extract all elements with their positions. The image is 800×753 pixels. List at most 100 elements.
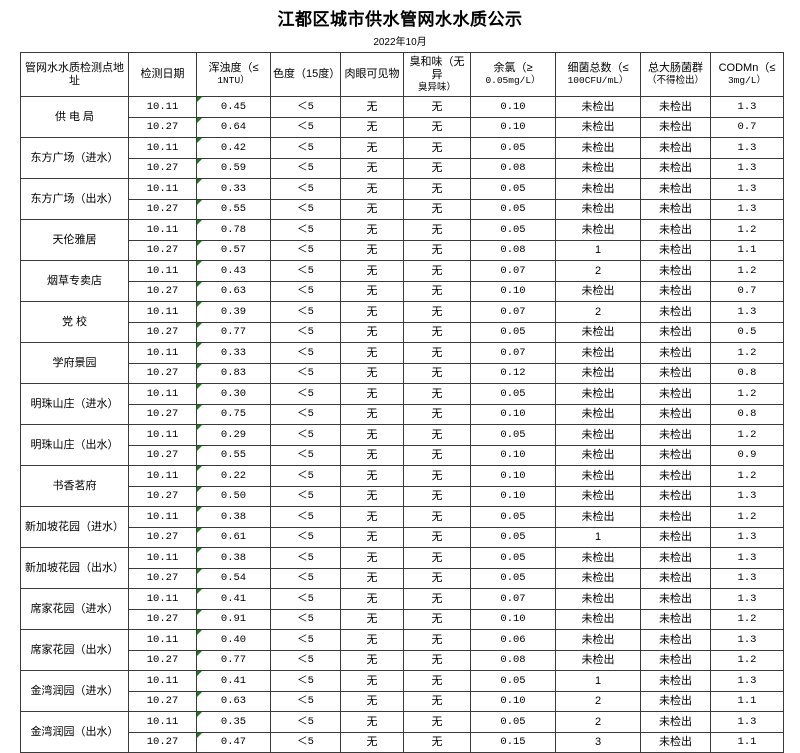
cell-coliform: 未检出: [640, 547, 711, 569]
cell-codmn: 1.3: [710, 178, 784, 200]
sampling-site-name: 烟草专卖店: [20, 260, 129, 302]
cell-coliform: 未检出: [640, 485, 711, 507]
table-row: 东方广场（进水） 10.11 0.42 ＜5 无无 0.05 未检出 未检出 1.3: [20, 137, 784, 179]
cell-coliform: 未检出: [640, 383, 711, 405]
cell-visible: 无: [340, 485, 404, 507]
cell-date: 10.11: [128, 424, 197, 446]
cell-bacteria: 未检出: [555, 649, 641, 671]
table-row: 学府景园 10.11 0.33 ＜5 无无 0.07 未检出 未检出 1.2: [20, 342, 784, 384]
cell-date: 10.11: [128, 301, 197, 323]
table-row: 10.27 0.47 ＜5 无无 0.15 3 未检出 1.1: [21, 731, 784, 753]
cell-chlorine: 0.12: [470, 362, 556, 384]
cell-chlorine: 0.07: [470, 588, 556, 610]
cell-codmn: 1.1: [710, 690, 784, 712]
cell-date: 10.27: [128, 116, 197, 138]
cell-date: 10.11: [128, 670, 197, 692]
cell-codmn: 1.2: [710, 608, 784, 630]
cell-visible: 无: [340, 321, 404, 343]
cell-codmn: 0.8: [710, 403, 784, 425]
cell-bacteria: 未检出: [555, 424, 641, 446]
cell-codmn: 0.7: [710, 280, 784, 302]
cell-odor: 无: [403, 608, 471, 630]
cell-turbidity: 0.38: [196, 547, 271, 569]
cell-coliform: 未检出: [640, 198, 711, 220]
cell-bacteria: 未检出: [555, 485, 641, 507]
cell-codmn: 1.2: [710, 383, 784, 405]
cell-odor: 无: [403, 690, 471, 712]
column-header-main: 管网水水质检测点地址: [25, 61, 124, 87]
cell-chlorine: 0.15: [470, 731, 556, 753]
cell-visible: 无: [340, 649, 404, 671]
cell-chroma: ＜5: [270, 690, 341, 712]
cell-bacteria: 未检出: [555, 116, 641, 138]
cell-turbidity: 0.30: [196, 383, 271, 405]
cell-bacteria: 3: [555, 731, 641, 753]
cell-turbidity: 0.78: [196, 219, 271, 241]
sampling-site-name: 天伦雅居: [20, 219, 129, 261]
cell-codmn: 0.5: [710, 321, 784, 343]
cell-visible: 无: [340, 403, 404, 425]
cell-bacteria: 未检出: [555, 608, 641, 630]
sampling-site-name: 书香茗府: [20, 465, 129, 507]
cell-date: 10.27: [128, 362, 197, 384]
cell-bacteria: 1: [555, 670, 641, 692]
cell-chroma: ＜5: [270, 649, 341, 671]
cell-bacteria: 2: [555, 260, 641, 282]
cell-turbidity: 0.63: [196, 690, 271, 712]
column-header-sub: 0.05mg/L）: [485, 75, 541, 86]
cell-chlorine: 0.10: [470, 444, 556, 466]
cell-odor: 无: [403, 567, 471, 589]
cell-visible: 无: [340, 239, 404, 261]
cell-bacteria: 未检出: [555, 137, 641, 159]
cell-chroma: ＜5: [270, 444, 341, 466]
cell-coliform: 未检出: [640, 403, 711, 425]
cell-codmn: 1.2: [710, 342, 784, 364]
cell-visible: 无: [340, 690, 404, 712]
column-header-chroma: 色度（15度）: [270, 52, 341, 97]
cell-chlorine: 0.05: [470, 526, 556, 548]
cell-odor: 无: [403, 588, 471, 610]
cell-turbidity: 0.29: [196, 424, 271, 446]
cell-turbidity: 0.41: [196, 588, 271, 610]
table-row: 明珠山庄（出水） 10.11 0.29 ＜5 无无 0.05 未检出 未检出 1.2: [20, 424, 784, 466]
cell-coliform: 未检出: [640, 239, 711, 261]
cell-visible: 无: [340, 198, 404, 220]
cell-bacteria: 未检出: [555, 588, 641, 610]
cell-turbidity: 0.77: [196, 649, 271, 671]
cell-chroma: ＜5: [270, 301, 341, 323]
cell-chroma: ＜5: [270, 465, 341, 487]
cell-date: 10.27: [128, 608, 197, 630]
cell-date: 10.27: [128, 690, 197, 712]
cell-chlorine: 0.06: [470, 629, 556, 651]
cell-chlorine: 0.10: [470, 608, 556, 630]
cell-turbidity: 0.55: [196, 198, 271, 220]
cell-visible: 无: [340, 547, 404, 569]
cell-date: 10.27: [128, 239, 197, 261]
cell-visible: 无: [340, 137, 404, 159]
table-row: 东方广场（出水） 10.11 0.33 ＜5 无无 0.05 未检出 未检出 1.3: [20, 178, 784, 220]
cell-visible: 无: [340, 260, 404, 282]
cell-date: 10.11: [128, 547, 197, 569]
cell-turbidity: 0.63: [196, 280, 271, 302]
cell-chroma: ＜5: [270, 567, 341, 589]
table-row: 金湾润园（进水） 10.11 0.41 ＜5 无无 0.05 1 未检出 1.3: [20, 670, 784, 712]
cell-visible: 无: [340, 506, 404, 528]
cell-coliform: 未检出: [640, 465, 711, 487]
cell-odor: 无: [403, 383, 471, 405]
cell-visible: 无: [340, 383, 404, 405]
cell-visible: 无: [340, 219, 404, 241]
cell-chroma: ＜5: [270, 362, 341, 384]
cell-date: 10.11: [128, 711, 197, 733]
cell-coliform: 未检出: [640, 588, 711, 610]
cell-turbidity: 0.38: [196, 506, 271, 528]
cell-chlorine: 0.10: [470, 403, 556, 425]
cell-codmn: 1.2: [710, 424, 784, 446]
cell-bacteria: 未检出: [555, 178, 641, 200]
cell-chlorine: 0.05: [470, 670, 556, 692]
cell-bacteria: 未检出: [555, 444, 641, 466]
table-row: 金湾润园（出水） 10.11 0.35 ＜5 无无 0.05 2 未检出 1.3: [20, 711, 784, 753]
cell-visible: 无: [340, 526, 404, 548]
cell-turbidity: 0.40: [196, 629, 271, 651]
column-header-main: 检测日期: [140, 68, 185, 80]
cell-visible: 无: [340, 362, 404, 384]
